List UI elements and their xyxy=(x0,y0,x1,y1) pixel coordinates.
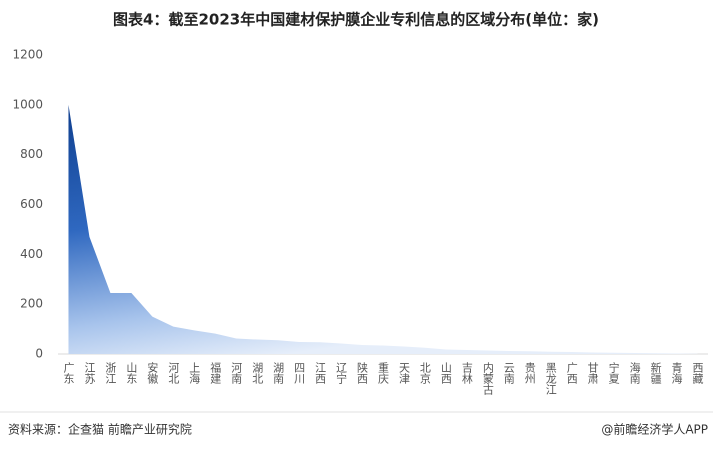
x-tick-label: 上海 xyxy=(188,362,201,385)
x-tick-label: 宁夏 xyxy=(607,361,620,384)
x-tick-label: 湖南 xyxy=(272,362,285,384)
x-tick-label: 河北 xyxy=(167,362,180,384)
x-tick-label: 北京 xyxy=(418,362,431,385)
x-tick-label: 黑龙江 xyxy=(544,362,557,395)
x-tick-label: 江西 xyxy=(314,362,327,384)
x-tick-label: 内蒙古 xyxy=(481,361,494,395)
x-tick-label: 广西 xyxy=(565,362,578,384)
chart-title: 图表4：截至2023年中国建材保护膜企业专利信息的区域分布(单位：家) xyxy=(113,11,599,29)
x-tick-label: 西藏 xyxy=(691,362,704,385)
x-tick-label: 河南 xyxy=(230,362,243,384)
y-tick-label: 600 xyxy=(20,197,43,211)
x-tick-label: 海南 xyxy=(628,361,641,384)
x-tick-label: 山东 xyxy=(125,362,138,384)
y-tick-label: 400 xyxy=(20,247,43,261)
x-tick-label: 福建 xyxy=(209,361,222,385)
x-tick-label: 吉林 xyxy=(460,362,473,384)
x-tick-label: 江苏 xyxy=(83,362,96,385)
y-tick-label: 1200 xyxy=(12,48,43,62)
x-tick-label: 甘肃 xyxy=(586,362,599,385)
x-tick-label: 广东 xyxy=(62,362,75,384)
x-tick-label: 陕西 xyxy=(356,361,369,384)
source: 资料来源：企查猫 前瞻产业研究院 xyxy=(8,422,192,437)
x-tick-label: 山西 xyxy=(439,362,452,384)
y-tick-label: 800 xyxy=(20,147,43,161)
x-tick-label: 贵州 xyxy=(523,362,536,384)
x-tick-label: 重庆 xyxy=(377,361,390,385)
x-tick-label: 辽宁 xyxy=(335,362,348,384)
x-tick-label: 湖北 xyxy=(251,362,264,384)
y-tick-label: 200 xyxy=(20,297,43,311)
y-tick-label: 0 xyxy=(35,347,43,361)
area xyxy=(68,104,698,354)
brand: @前瞻经济学人APP xyxy=(601,422,708,437)
x-tick-label: 云南 xyxy=(502,362,515,384)
x-tick-label: 安徽 xyxy=(146,361,159,385)
x-tick-label: 新疆 xyxy=(649,361,662,384)
x-tick-label: 四川 xyxy=(293,362,306,384)
y-tick-label: 1000 xyxy=(12,97,43,111)
x-tick-label: 浙江 xyxy=(104,362,117,384)
x-tick-label: 青海 xyxy=(670,362,683,385)
x-tick-label: 天津 xyxy=(397,362,410,384)
